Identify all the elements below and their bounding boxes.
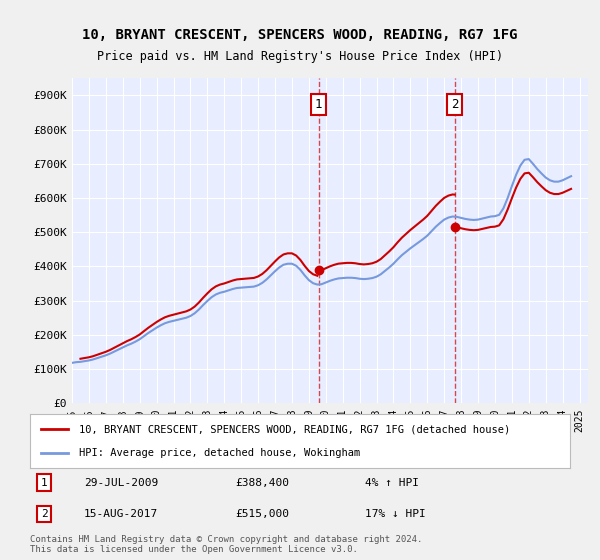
Text: £515,000: £515,000 bbox=[235, 509, 289, 519]
Text: 15-AUG-2017: 15-AUG-2017 bbox=[84, 509, 158, 519]
Text: HPI: Average price, detached house, Wokingham: HPI: Average price, detached house, Woki… bbox=[79, 447, 360, 458]
Text: Price paid vs. HM Land Registry's House Price Index (HPI): Price paid vs. HM Land Registry's House … bbox=[97, 50, 503, 63]
Text: 1: 1 bbox=[41, 478, 47, 488]
Text: Contains HM Land Registry data © Crown copyright and database right 2024.
This d: Contains HM Land Registry data © Crown c… bbox=[30, 535, 422, 554]
Text: 10, BRYANT CRESCENT, SPENCERS WOOD, READING, RG7 1FG: 10, BRYANT CRESCENT, SPENCERS WOOD, READ… bbox=[82, 28, 518, 42]
Text: 17% ↓ HPI: 17% ↓ HPI bbox=[365, 509, 425, 519]
Text: 29-JUL-2009: 29-JUL-2009 bbox=[84, 478, 158, 488]
Text: 4% ↑ HPI: 4% ↑ HPI bbox=[365, 478, 419, 488]
Text: 10, BRYANT CRESCENT, SPENCERS WOOD, READING, RG7 1FG (detached house): 10, BRYANT CRESCENT, SPENCERS WOOD, READ… bbox=[79, 424, 510, 435]
Text: 1: 1 bbox=[315, 98, 322, 111]
Text: £388,400: £388,400 bbox=[235, 478, 289, 488]
Text: 2: 2 bbox=[451, 98, 458, 111]
Text: 2: 2 bbox=[41, 509, 47, 519]
